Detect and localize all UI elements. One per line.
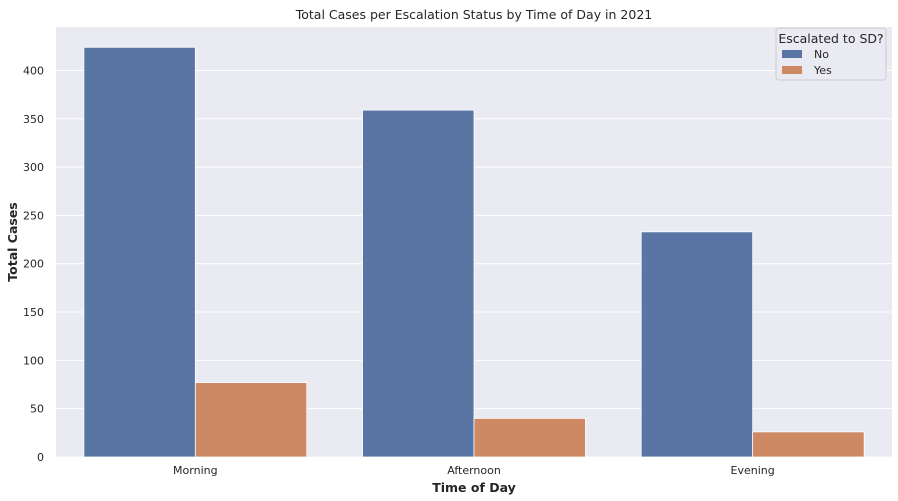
y-tick-label: 200 xyxy=(23,258,44,271)
bar-morning-no xyxy=(83,46,196,458)
y-tick-label: 50 xyxy=(30,403,44,416)
bar-afternoon-yes xyxy=(473,417,586,458)
legend-box xyxy=(775,27,887,81)
y-tick-label: 400 xyxy=(23,64,44,77)
x-tick-label: Evening xyxy=(731,464,775,477)
legend-swatch-no xyxy=(782,50,802,58)
x-tick-label: Afternoon xyxy=(447,464,501,477)
chart-title: Total Cases per Escalation Status by Tim… xyxy=(295,7,653,22)
legend-items: No Yes xyxy=(782,48,832,77)
bars xyxy=(83,46,865,458)
bar-afternoon-no xyxy=(362,109,475,458)
y-tick-label: 100 xyxy=(23,354,44,367)
legend-title: Escalated to SD? xyxy=(778,31,883,46)
y-tick-label: 0 xyxy=(37,451,44,464)
legend: Escalated to SD? No Yes xyxy=(775,27,887,81)
y-axis-ticks: 0 50 100 150 200 250 300 350 400 xyxy=(23,64,44,464)
y-tick-label: 150 xyxy=(23,306,44,319)
x-axis-label: Time of Day xyxy=(432,480,516,495)
y-axis-label: Total Cases xyxy=(5,202,20,281)
bar-evening-no xyxy=(640,231,754,458)
y-tick-label: 300 xyxy=(23,161,44,174)
x-tick-label: Morning xyxy=(173,464,218,477)
y-tick-label: 250 xyxy=(23,209,44,222)
legend-label-yes: Yes xyxy=(813,64,832,77)
y-tick-label: 350 xyxy=(23,113,44,126)
x-axis-ticks: Morning Afternoon Evening xyxy=(173,464,775,477)
legend-swatch-yes xyxy=(782,66,802,74)
bar-morning-yes xyxy=(194,382,308,458)
legend-label-no: No xyxy=(814,48,829,61)
bar-evening-yes xyxy=(752,431,865,458)
